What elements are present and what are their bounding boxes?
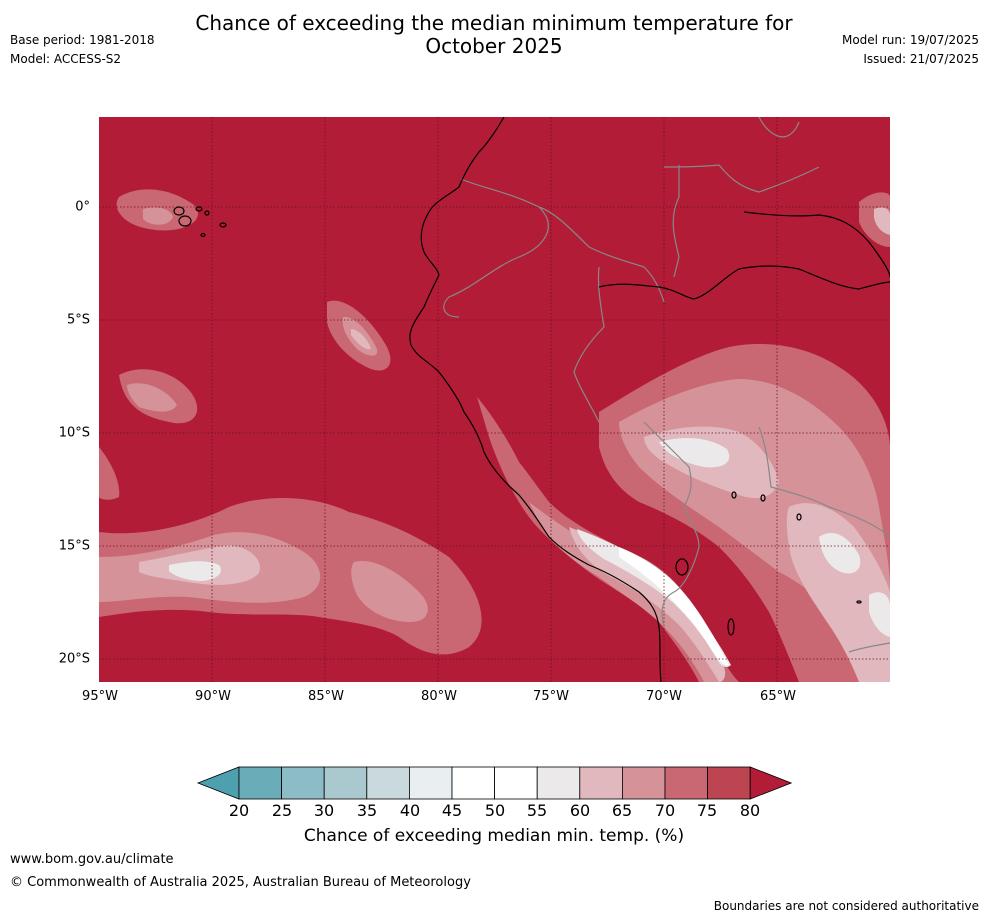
lon-label: 95°W bbox=[82, 689, 118, 704]
south-west-band bbox=[99, 497, 482, 655]
model-name: Model: ACCESS-S2 bbox=[10, 52, 122, 66]
lat-label: 10°S bbox=[58, 425, 90, 441]
colorbar-tick: 25 bbox=[271, 801, 293, 820]
colorbar-cell bbox=[451, 766, 495, 800]
colorbar-tick: 60 bbox=[569, 801, 591, 820]
colorbar-cell bbox=[536, 766, 581, 800]
map-title: Chance of exceeding the median minimum t… bbox=[0, 12, 988, 58]
colorbar-tick: 65 bbox=[611, 801, 633, 820]
colorbar-cell bbox=[664, 766, 708, 800]
colorbar-cell bbox=[579, 766, 623, 800]
colorbar-tick-labels: 20 25 30 35 40 45 50 55 60 65 70 75 80 bbox=[0, 801, 988, 820]
meta-left: Base period: 1981-2018 Model: ACCESS-S2 bbox=[10, 31, 155, 69]
colorbar-tick: 55 bbox=[526, 801, 548, 820]
lat-label: 5°S bbox=[66, 312, 90, 328]
title-line-2: October 2025 bbox=[425, 34, 563, 58]
lat-label: 20°S bbox=[58, 651, 90, 667]
colorbar-title: Chance of exceeding median min. temp. (%… bbox=[303, 826, 685, 846]
west-edge-band bbox=[99, 447, 120, 500]
east-equator-blob bbox=[859, 192, 890, 247]
colorbar-cell bbox=[323, 766, 368, 800]
lon-label: 80°W bbox=[421, 689, 457, 704]
colorbar-cell bbox=[238, 766, 282, 800]
peru-coastal-band bbox=[477, 397, 739, 682]
lon-label: 90°W bbox=[195, 689, 231, 704]
galapagos-contours bbox=[116, 189, 198, 231]
footer-copyright: © Commonwealth of Australia 2025, Austra… bbox=[10, 875, 471, 890]
issued-date: Issued: 21/07/2025 bbox=[863, 52, 979, 66]
gridlines bbox=[99, 117, 890, 682]
footer-boundaries-note: Boundaries are not considered authoritat… bbox=[713, 899, 979, 913]
colorbar-tick: 75 bbox=[696, 801, 718, 820]
lon-label: 70°W bbox=[646, 689, 682, 704]
colorbar-tick: 20 bbox=[228, 801, 250, 820]
country-borders bbox=[443, 116, 891, 653]
colorbar-arrow-low bbox=[196, 766, 240, 800]
colorbar-tick: 45 bbox=[441, 801, 463, 820]
footer-url: www.bom.gov.au/climate bbox=[10, 852, 174, 867]
colorbar-tick: 30 bbox=[313, 801, 335, 820]
meta-right: Model run: 19/07/2025 Issued: 21/07/2025 bbox=[842, 31, 979, 69]
colorbar-tick: 40 bbox=[399, 801, 421, 820]
colorbar-cell bbox=[494, 766, 538, 800]
lon-label: 65°W bbox=[760, 689, 796, 704]
colorbar-cell bbox=[366, 766, 410, 800]
colorbar-tick: 50 bbox=[484, 801, 506, 820]
colorbar-cell bbox=[621, 766, 666, 800]
blob-92w-8s bbox=[119, 369, 198, 424]
colorbar-cell bbox=[707, 766, 751, 800]
colorbar-tick: 35 bbox=[356, 801, 378, 820]
colorbar bbox=[196, 766, 793, 800]
model-run: Model run: 19/07/2025 bbox=[841, 33, 979, 47]
bolivia-altiplano-contours bbox=[599, 343, 890, 682]
map-svg bbox=[99, 116, 891, 683]
base-period: Base period: 1981-2018 bbox=[10, 33, 155, 47]
title-line-1: Chance of exceeding the median minimum t… bbox=[195, 11, 793, 35]
colorbar-tick: 70 bbox=[654, 801, 676, 820]
colorbar-arrow-high bbox=[749, 766, 793, 800]
lat-label: 0° bbox=[75, 199, 90, 215]
colorbar-cell bbox=[408, 766, 453, 800]
map-panel bbox=[99, 116, 891, 683]
lon-label: 85°W bbox=[308, 689, 344, 704]
colorbar-cell bbox=[281, 766, 325, 800]
coastlines bbox=[173, 116, 891, 683]
blob-83w-5s bbox=[327, 300, 391, 371]
colorbar-cells bbox=[196, 766, 793, 800]
lon-label: 75°W bbox=[533, 689, 569, 704]
colorbar-tick: 80 bbox=[739, 801, 761, 820]
lat-label: 15°S bbox=[58, 538, 90, 554]
